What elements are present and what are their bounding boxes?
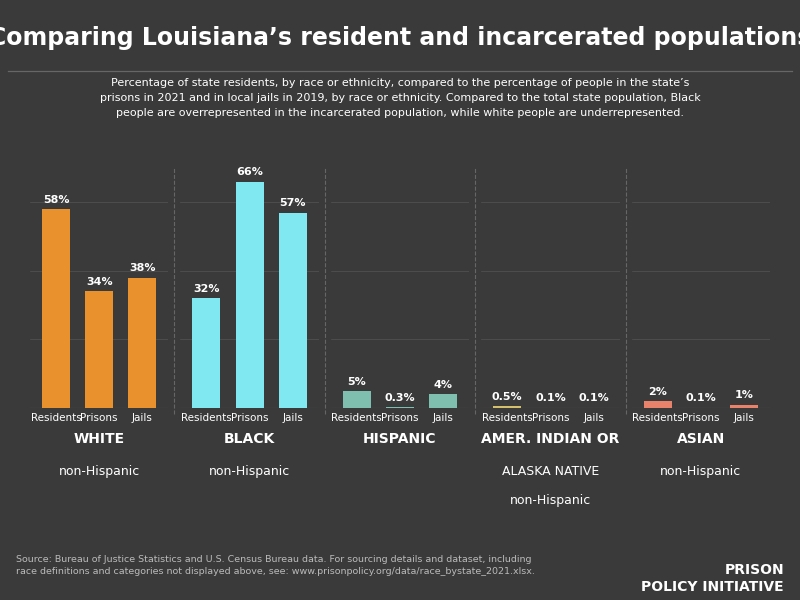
Text: Percentage of state residents, by race or ethnicity, compared to the percentage : Percentage of state residents, by race o…: [100, 78, 700, 118]
Text: 2%: 2%: [648, 387, 667, 397]
Text: 57%: 57%: [279, 198, 306, 208]
Text: 34%: 34%: [86, 277, 113, 287]
Text: 58%: 58%: [42, 195, 70, 205]
Bar: [235, 182, 264, 408]
Text: 38%: 38%: [129, 263, 156, 274]
Text: non-Hispanic: non-Hispanic: [58, 465, 140, 478]
Text: WHITE: WHITE: [74, 432, 125, 446]
Text: HISPANIC: HISPANIC: [363, 432, 437, 446]
Bar: [278, 212, 307, 408]
Bar: [342, 391, 371, 408]
Bar: [128, 278, 157, 408]
Text: 5%: 5%: [347, 377, 366, 386]
Bar: [85, 292, 114, 408]
Text: non-Hispanic: non-Hispanic: [510, 494, 591, 507]
Text: non-Hispanic: non-Hispanic: [660, 465, 742, 478]
Text: 66%: 66%: [236, 167, 263, 178]
Text: PRISON
POLICY INITIATIVE: PRISON POLICY INITIATIVE: [642, 563, 784, 594]
Text: ALASKA NATIVE: ALASKA NATIVE: [502, 465, 599, 478]
Bar: [42, 209, 70, 408]
Text: 32%: 32%: [193, 284, 220, 294]
Bar: [730, 404, 758, 408]
Bar: [493, 406, 522, 408]
Text: AMER. INDIAN OR: AMER. INDIAN OR: [482, 432, 619, 446]
Text: 0.1%: 0.1%: [578, 394, 609, 403]
Bar: [643, 401, 672, 408]
Text: Comparing Louisiana’s resident and incarcerated populations: Comparing Louisiana’s resident and incar…: [0, 25, 800, 49]
Text: 0.1%: 0.1%: [535, 394, 566, 403]
Text: 4%: 4%: [434, 380, 453, 390]
Text: 0.1%: 0.1%: [686, 394, 716, 403]
Text: BLACK: BLACK: [224, 432, 275, 446]
Bar: [192, 298, 221, 408]
Text: 0.3%: 0.3%: [385, 392, 415, 403]
Bar: [386, 407, 414, 408]
Text: ASIAN: ASIAN: [677, 432, 725, 446]
Bar: [429, 394, 458, 408]
Text: 0.5%: 0.5%: [492, 392, 522, 402]
Text: non-Hispanic: non-Hispanic: [209, 465, 290, 478]
Text: 1%: 1%: [734, 390, 754, 400]
Text: Source: Bureau of Justice Statistics and U.S. Census Bureau data. For sourcing d: Source: Bureau of Justice Statistics and…: [16, 554, 535, 576]
